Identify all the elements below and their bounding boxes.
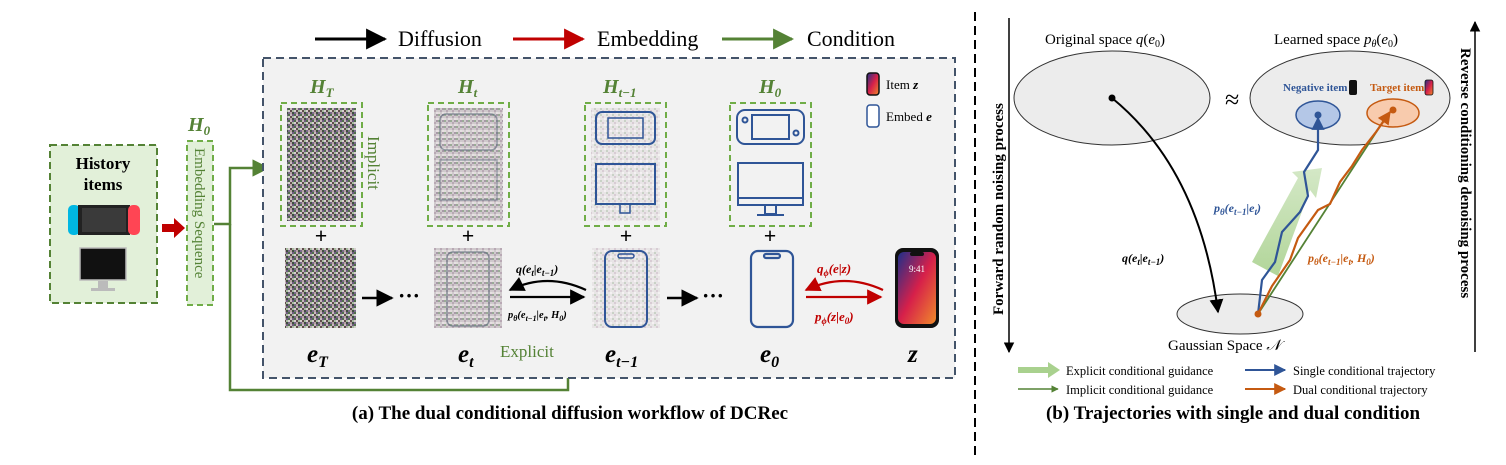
q-label-b: q(et|et−1): [1122, 251, 1164, 267]
legend-condition: Condition: [807, 26, 895, 51]
caption-b: (b) Trajectories with single and dual co…: [1046, 403, 1420, 424]
gaussian-space-ellipse: [1176, 293, 1304, 335]
forward-axis-label: Forward random noising process: [991, 103, 1007, 315]
explicit-label: Explicit: [500, 342, 554, 361]
embed-legend-label: Embed e: [886, 109, 932, 124]
target-item-label: Target item: [1370, 82, 1424, 94]
embedding-sequence-label: Embedding Sequence: [191, 148, 207, 279]
learned-space-label: Learned space pθ(e0): [1274, 32, 1398, 50]
h-label-t-1: Ht−1: [602, 76, 637, 100]
original-space-label: Original space q(e0): [1045, 32, 1165, 50]
h-labels: HT Ht Ht−1 H0: [309, 76, 782, 100]
h-box-T: [280, 102, 363, 227]
embedding-h0-label: H0: [187, 114, 211, 138]
e-image-t-1: [592, 248, 660, 328]
p-single-label: pθ(et−1|et): [1213, 201, 1261, 217]
history-title-line1: History: [76, 154, 131, 173]
item-phone-image: 9:41: [895, 248, 939, 328]
h-label-T: HT: [309, 76, 335, 100]
game-console-icon: [68, 205, 140, 235]
h-label-t: Ht: [457, 76, 478, 100]
legend-dual-trajectory: Dual conditional trajectory: [1293, 383, 1428, 397]
item-legend-label: Item z: [886, 77, 919, 92]
implicit-label: Implicit: [364, 136, 383, 190]
z-label: z: [907, 341, 918, 368]
learned-space-ellipse: [1249, 50, 1451, 146]
history-to-embedding-arrow: [162, 218, 185, 238]
h0-monitor-outline-icon: [737, 162, 804, 216]
h0-console-outline-icon: [736, 109, 805, 145]
plus-signs: + + + +: [315, 223, 777, 248]
explicit-guidance-band: [1252, 168, 1322, 276]
history-items-box: History items: [49, 144, 158, 304]
q-phi-formula: qϕ(e|z): [817, 261, 851, 278]
dual-conditional-trajectory: [1257, 110, 1391, 315]
top-legend: Diffusion Embedding Condition: [315, 26, 895, 51]
plus-0: +: [764, 223, 777, 248]
gaussian-space-label: Gaussian Space 𝒩: [1168, 338, 1285, 354]
e-labels: eT et et−1 e0 z: [307, 341, 918, 371]
e-label-t-1: et−1: [605, 341, 638, 371]
item-embed-legend: Item z Embed e: [866, 72, 932, 128]
legend-embedding: Embedding: [597, 26, 698, 51]
single-conditional-trajectory: [1256, 116, 1325, 315]
p-reverse-formula: pθ(et−1|et, H0): [507, 310, 567, 323]
h-box-t-1: [584, 102, 667, 227]
forward-noising-curve: [1111, 97, 1224, 314]
legend-implicit-guidance: Implicit conditional guidance: [1066, 383, 1214, 397]
history-title-line2: items: [84, 175, 123, 194]
dots-1: ···: [398, 283, 420, 308]
legend-single-trajectory: Single conditional trajectory: [1293, 364, 1436, 378]
e-label-t: et: [458, 341, 474, 371]
h-boxes: [280, 102, 812, 227]
e-label-T: eT: [307, 341, 329, 371]
approx-symbol: ≈: [1225, 85, 1239, 114]
embedding-sequence-box: H0 Embedding Sequence: [186, 114, 214, 306]
panel-b-axes: Forward random noising process Reverse c…: [991, 18, 1481, 354]
plus-t-1: +: [620, 223, 633, 248]
h-box-0: [729, 102, 812, 227]
legend-diffusion: Diffusion: [398, 26, 482, 51]
diffusion-flow: ··· ···: [362, 277, 884, 308]
reverse-axis-label: Reverse conditioning denoising process: [1457, 48, 1473, 298]
e-image-t: [434, 248, 502, 328]
phone-time: 9:41: [909, 264, 925, 274]
caption-a: (a) The dual conditional diffusion workf…: [352, 403, 788, 424]
panel-b-legend: Explicit conditional guidance Single con…: [1018, 362, 1436, 397]
plus-t: +: [462, 223, 475, 248]
p-dual-label: pθ(et−1|et, H0): [1307, 251, 1375, 267]
negative-item-label: Negative item: [1283, 82, 1347, 94]
plus-T: +: [315, 223, 328, 248]
dots-2: ···: [702, 283, 724, 308]
monitor-icon: [79, 247, 127, 291]
e-images: 9:41: [285, 248, 939, 329]
h-label-0: H0: [758, 76, 782, 100]
implicit-guidance-line: [1257, 113, 1389, 315]
e-image-T: [285, 248, 356, 328]
e-label-0: e0: [760, 341, 779, 371]
h-box-t: [427, 102, 510, 227]
e-image-0: [749, 249, 795, 329]
legend-explicit-guidance: Explicit conditional guidance: [1066, 364, 1214, 378]
